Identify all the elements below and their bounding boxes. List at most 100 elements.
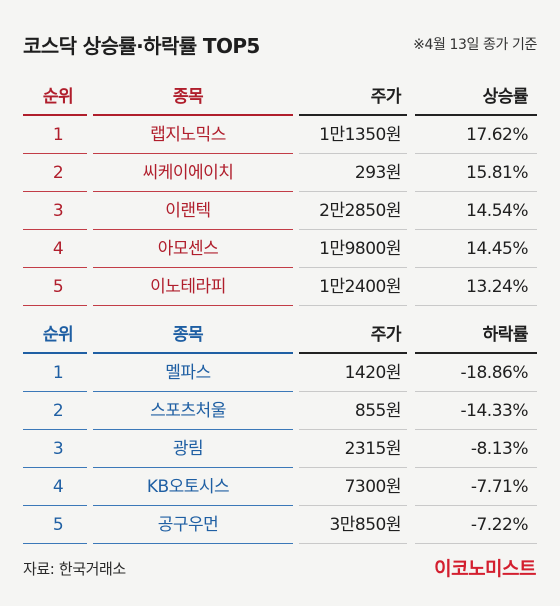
table-header-row: 순위 종목 주가 하락률	[23, 316, 537, 354]
header-underline	[93, 352, 293, 354]
row-divider	[23, 305, 87, 306]
row-divider	[23, 267, 87, 268]
rank-cell: 1	[52, 125, 64, 145]
row-divider	[23, 467, 87, 468]
rank-cell: 2	[52, 401, 64, 421]
header-underline	[299, 352, 407, 354]
row-divider	[299, 191, 407, 192]
rate-cell: -18.86%	[460, 363, 529, 383]
rank-cell: 3	[52, 201, 64, 221]
row-divider	[299, 267, 407, 268]
stock-name-cell: 이노테라피	[150, 277, 226, 297]
table-header-row: 순위 종목 주가 상승률	[23, 78, 537, 116]
rank-cell: 5	[52, 277, 64, 297]
rate-cell: -8.13%	[470, 439, 529, 459]
header-underline	[93, 114, 293, 116]
row-divider	[93, 391, 293, 392]
row-divider	[93, 191, 293, 192]
row-divider	[23, 191, 87, 192]
row-divider	[299, 467, 407, 468]
row-divider	[299, 505, 407, 506]
column-header-rate: 하락률	[482, 325, 529, 345]
row-divider	[93, 505, 293, 506]
header-underline	[415, 352, 537, 354]
brand-logo: 이코노미스트	[434, 558, 536, 580]
row-divider	[415, 505, 537, 506]
stock-name-cell: 광림	[172, 439, 204, 459]
row-divider	[415, 267, 537, 268]
row-divider	[299, 153, 407, 154]
row-divider	[93, 267, 293, 268]
row-divider	[23, 543, 87, 544]
rank-cell: 2	[52, 163, 64, 183]
rate-cell: 17.62%	[466, 125, 528, 145]
stock-name-cell: KB오토시스	[146, 477, 230, 497]
stock-name-cell: 랩지노믹스	[150, 125, 226, 145]
page-title: 코스닥 상승률·하락률 TOP5	[23, 34, 260, 58]
basis-note: ※4월 13일 종가 기준	[413, 37, 537, 53]
rate-cell: 14.45%	[466, 239, 528, 259]
row-divider	[23, 505, 87, 506]
row-divider	[93, 305, 293, 306]
row-divider	[299, 229, 407, 230]
row-divider	[415, 153, 537, 154]
header-underline	[23, 352, 87, 354]
column-header-name: 종목	[172, 325, 204, 345]
price-cell: 1420원	[344, 363, 402, 383]
row-divider	[299, 305, 407, 306]
row-divider	[415, 429, 537, 430]
price-cell: 1만1350원	[319, 125, 401, 145]
rank-cell: 5	[52, 515, 64, 535]
table-row: 4 KB오토시스 7300원 -7.71%	[23, 468, 537, 506]
header-underline	[23, 114, 87, 116]
row-divider	[415, 305, 537, 306]
row-divider	[23, 153, 87, 154]
rate-cell: -7.22%	[470, 515, 529, 535]
row-divider	[93, 467, 293, 468]
row-divider	[23, 229, 87, 230]
column-header-name: 종목	[172, 87, 204, 107]
row-divider	[299, 543, 407, 544]
row-divider	[415, 191, 537, 192]
header-underline	[299, 114, 407, 116]
row-divider	[415, 467, 537, 468]
row-divider	[415, 229, 537, 230]
stock-name-cell: 씨케이에이치	[142, 163, 234, 183]
column-header-rate: 상승률	[482, 87, 529, 107]
rise-table: 순위 종목 주가 상승률 1 랩지노믹스 1만1350원 17.62% 2 씨케…	[23, 78, 537, 306]
table-row: 4 아모센스 1만9800원 14.45%	[23, 230, 537, 268]
rank-cell: 3	[52, 439, 64, 459]
table-row: 3 광림 2315원 -8.13%	[23, 430, 537, 468]
table-row: 5 공구우먼 3만850원 -7.22%	[23, 506, 537, 544]
column-header-rank: 순위	[42, 87, 74, 107]
price-cell: 293원	[354, 163, 402, 183]
rate-cell: -7.71%	[470, 477, 529, 497]
source-note: 자료: 한국거래소	[23, 560, 126, 578]
price-cell: 2만2850원	[319, 201, 401, 221]
stock-name-cell: 아모센스	[157, 239, 219, 259]
rate-cell: 15.81%	[466, 163, 528, 183]
price-cell: 7300원	[344, 477, 402, 497]
row-divider	[23, 391, 87, 392]
header: 코스닥 상승률·하락률 TOP5 ※4월 13일 종가 기준	[23, 28, 537, 68]
stock-name-cell: 멜파스	[165, 363, 211, 383]
stock-name-cell: 이랜텍	[165, 201, 211, 221]
row-divider	[415, 391, 537, 392]
row-divider	[93, 153, 293, 154]
table-row: 5 이노테라피 1만2400원 13.24%	[23, 268, 537, 306]
rank-cell: 4	[52, 239, 64, 259]
row-divider	[93, 429, 293, 430]
row-divider	[93, 543, 293, 544]
price-cell: 855원	[354, 401, 402, 421]
header-underline	[415, 114, 537, 116]
row-divider	[299, 391, 407, 392]
column-header-price: 주가	[370, 87, 402, 107]
row-divider	[415, 543, 537, 544]
table-row: 2 스포츠처울 855원 -14.33%	[23, 392, 537, 430]
rate-cell: -14.33%	[460, 401, 529, 421]
table-row: 2 씨케이에이치 293원 15.81%	[23, 154, 537, 192]
table-row: 1 멜파스 1420원 -18.86%	[23, 354, 537, 392]
price-cell: 1만2400원	[319, 277, 401, 297]
row-divider	[93, 229, 293, 230]
row-divider	[299, 429, 407, 430]
